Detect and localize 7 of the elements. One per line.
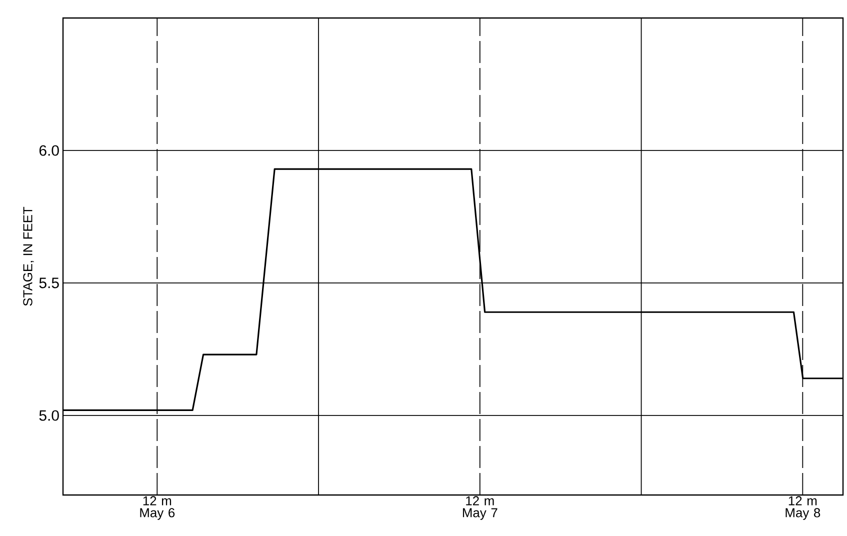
x-tick-label: 12 m May 8: [786, 496, 820, 520]
y-axis-title: STAGE, IN FEET: [23, 206, 34, 306]
x-tick-label: 12 m May 6: [140, 496, 175, 520]
y-tick-label: 5.0: [39, 410, 59, 421]
y-tick-label: 5.5: [39, 278, 59, 288]
x-tick-label: 12 m May 7: [462, 496, 498, 520]
y-tick-label: 6.0: [39, 145, 59, 156]
